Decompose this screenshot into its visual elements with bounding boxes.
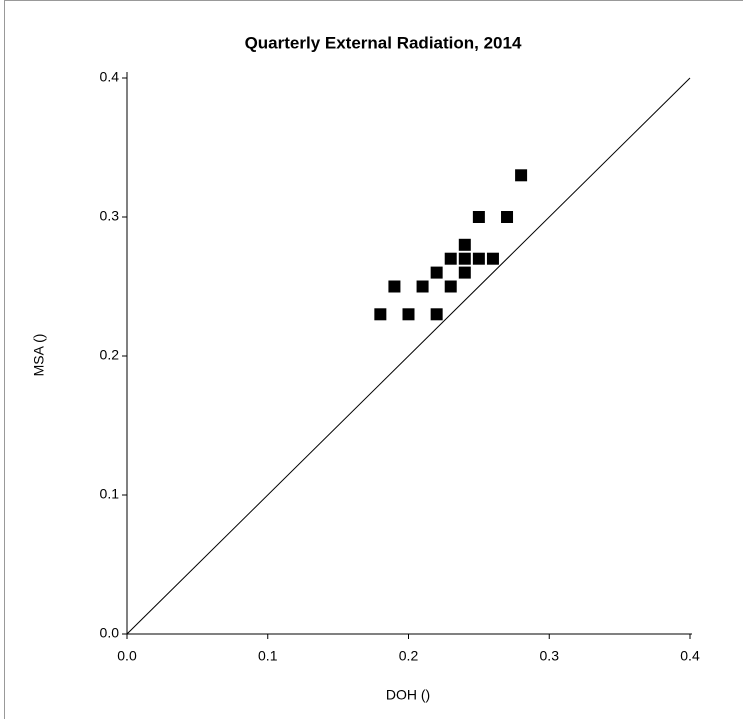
point	[486, 252, 499, 265]
x-tick-label: 0.3	[540, 648, 560, 664]
point	[374, 308, 387, 321]
point	[416, 280, 429, 293]
point	[388, 280, 401, 293]
chart-title: Quarterly External Radiation, 2014	[245, 33, 522, 52]
y-tick-label: 0.1	[100, 486, 120, 502]
y-axis-label: MSA ()	[31, 334, 47, 377]
x-tick-label: 0.0	[117, 648, 137, 664]
point	[501, 211, 514, 223]
point	[458, 266, 471, 279]
point	[458, 252, 471, 265]
y-tick-label: 0.3	[100, 208, 120, 224]
point	[430, 266, 443, 279]
x-tick-label: 0.4	[680, 648, 700, 664]
x-tick-label: 0.2	[399, 648, 419, 664]
frame	[4, 0, 743, 719]
y-tick-label: 0.4	[100, 69, 120, 85]
point	[472, 211, 485, 223]
point	[444, 280, 457, 293]
point	[444, 252, 457, 265]
point	[458, 238, 471, 251]
y-tick-label: 0.0	[100, 625, 120, 641]
x-axis-label: DOH ()	[386, 687, 430, 703]
point	[515, 169, 528, 182]
identity-line	[126, 77, 691, 635]
y-tick-label: 0.2	[100, 347, 120, 363]
point	[402, 308, 415, 321]
point	[472, 252, 485, 265]
point	[430, 308, 443, 321]
x-tick-label: 0.1	[258, 648, 278, 664]
